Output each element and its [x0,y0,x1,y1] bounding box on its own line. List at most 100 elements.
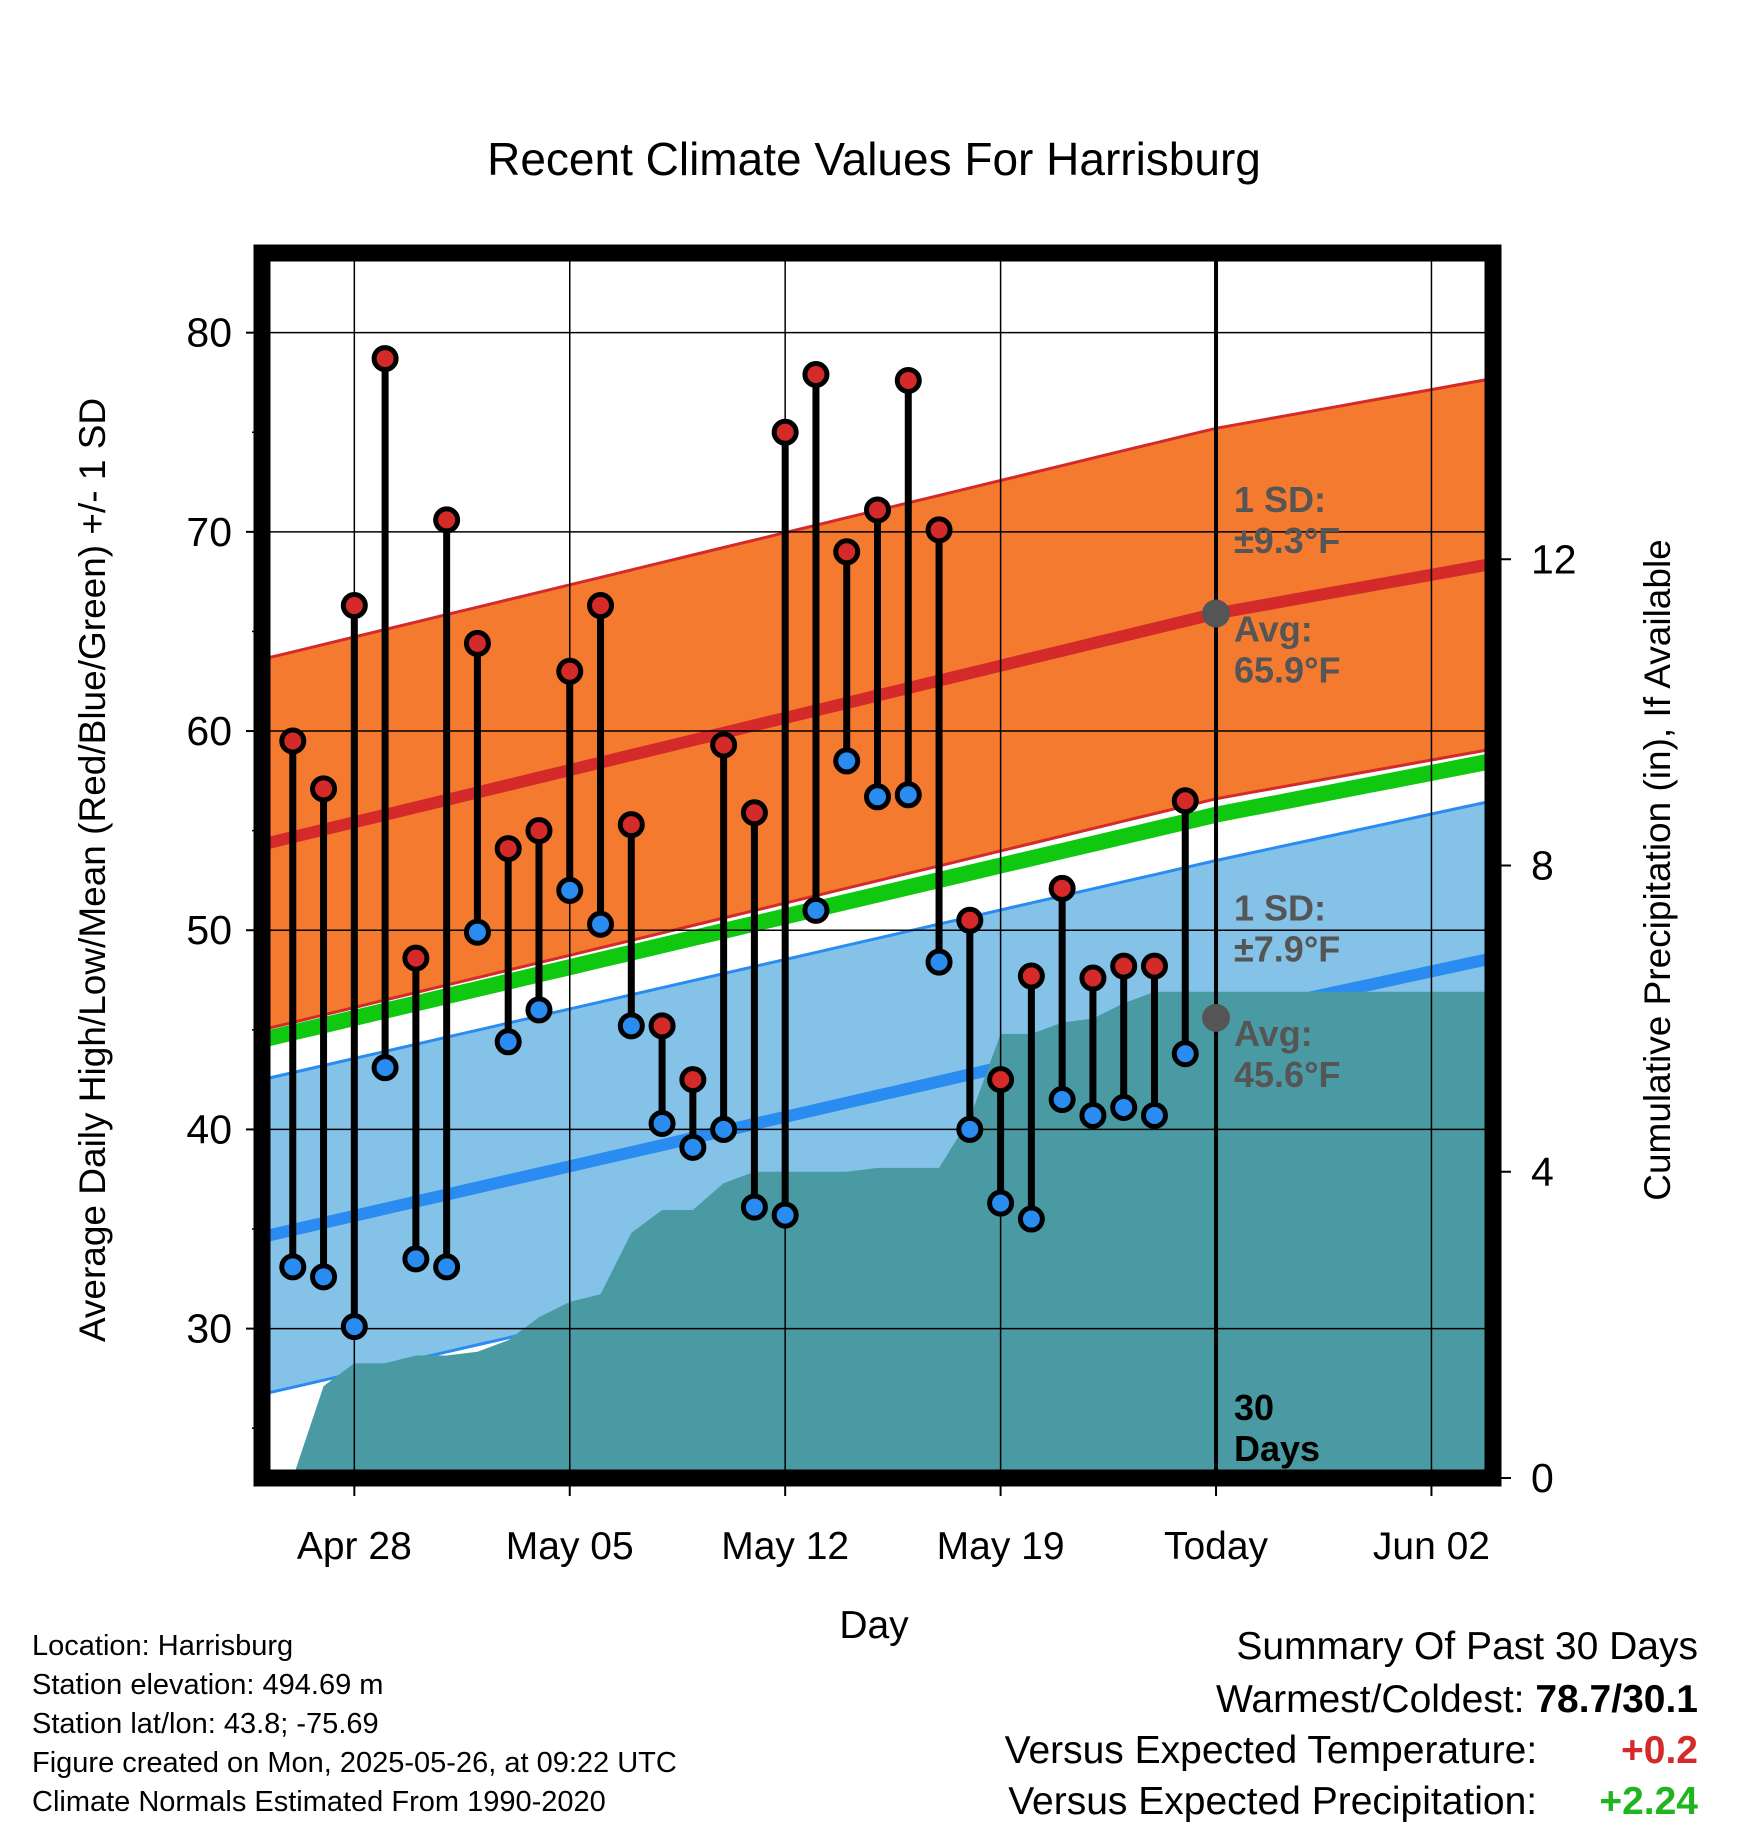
y-tick-label: 60 [186,708,232,754]
low-sd-annotation: 1 SD: [1234,887,1326,928]
high-point [1017,962,1045,990]
today-low-avg-marker [1202,1003,1231,1032]
low-point [617,1012,645,1040]
high-point [556,657,584,685]
precip-value: +2.24 [1599,1780,1698,1823]
low-point [1110,1094,1138,1122]
low-avg-annotation: Avg: [1234,1013,1313,1054]
low-point [802,896,830,924]
info-location: Location: Harrisburg [32,1630,294,1662]
low-point [648,1109,676,1137]
high-point [587,592,615,620]
high-point [740,799,768,827]
y2-axis-label: Cumulative Precipitation (in), If Availa… [1637,539,1678,1201]
low-point [1048,1086,1076,1114]
low-point [1140,1101,1168,1129]
low-point [556,876,584,904]
high-point [494,835,522,863]
info-normals: Climate Normals Estimated From 1990-2020 [32,1786,606,1818]
high-point [710,731,738,759]
temp-label: Versus Expected Temperature: [1004,1729,1538,1772]
precip-label: Versus Expected Precipitation: [1008,1780,1538,1823]
high-point [833,538,861,566]
high-point [925,516,953,544]
x-tick-label: Jun 02 [1373,1525,1490,1568]
high-avg-annotation: Avg: [1234,608,1313,649]
y2-tick-label: 12 [1531,536,1577,582]
high-point [802,361,830,389]
low-point [1079,1101,1107,1129]
low-point [679,1133,707,1161]
summary-temp: Versus Expected Temperature: +0.2 [1005,1729,1698,1773]
y2-tick-label: 0 [1531,1455,1554,1501]
y-tick-label: 80 [186,310,232,356]
chart-title: Recent Climate Values For Harrisburg [487,133,1261,185]
temp-value: +0.2 [1621,1729,1698,1772]
high-point [1171,787,1199,815]
mean-avg-line [262,753,1493,1048]
high-point [771,418,799,446]
low-point [771,1201,799,1229]
y2-tick-label: 8 [1531,843,1554,889]
low-point [587,910,615,938]
high-point [1110,952,1138,980]
low-point [956,1115,984,1143]
x-tick-label: Today [1164,1525,1269,1568]
info-latlon: Station lat/lon: 43.8; -75.69 [32,1708,379,1740]
y-tick-label: 70 [186,509,232,555]
low-point [279,1253,307,1281]
x-tick-label: May 12 [721,1525,849,1568]
high-point [987,1066,1015,1094]
high-sd-lower-line [262,747,1493,1032]
high-point [679,1066,707,1094]
y-axis-label: Average Daily High/Low/Mean (Red/Blue/Gr… [72,398,113,1342]
warmest-value: 78.7/30.1 [1535,1678,1698,1721]
days-annotation: Days [1234,1428,1320,1469]
low-point [371,1054,399,1082]
low-point [710,1115,738,1143]
low-point [402,1245,430,1273]
info-created: Figure created on Mon, 2025-05-26, at 09… [32,1747,677,1779]
low-point [433,1253,461,1281]
high-point [1079,964,1107,992]
low-point [463,918,491,946]
days-annotation: 30 [1234,1387,1274,1428]
high-point [310,775,338,803]
info-elevation: Station elevation: 494.69 m [32,1669,384,1701]
low-avg-annotation: 45.6°F [1234,1054,1340,1095]
x-tick-label: Apr 28 [297,1525,412,1568]
high-point [648,1012,676,1040]
y-tick-label: 50 [186,907,232,953]
high-point [1140,952,1168,980]
y-tick-label: 30 [186,1306,232,1352]
high-point [956,906,984,934]
high-point [279,727,307,755]
high-point [371,345,399,373]
low-point [894,781,922,809]
high-sd-annotation: ±9.3°F [1234,520,1340,561]
y2-tick-label: 4 [1531,1149,1554,1195]
high-point [894,366,922,394]
summary-precip: Versus Expected Precipitation: +2.24 [1008,1780,1698,1824]
low-point [494,1028,522,1056]
low-point [1017,1205,1045,1233]
high-point [864,496,891,524]
summary-heading: Summary Of Past 30 Days [1236,1625,1698,1668]
low-point [740,1193,768,1221]
low-sd-annotation: ±7.9°F [1234,928,1340,969]
high-point [463,629,491,657]
low-point [525,996,553,1024]
y-tick-label: 40 [186,1106,232,1152]
low-point [833,747,861,775]
high-point [402,944,430,972]
low-point [310,1263,338,1291]
low-point [340,1313,368,1341]
x-axis-label: Day [839,1604,909,1647]
summary-warmest: Warmest/Coldest: 78.7/30.1 [1216,1678,1698,1722]
high-avg-annotation: 65.9°F [1234,649,1340,690]
low-point [925,948,953,976]
low-point [1171,1040,1199,1068]
today-high-avg-marker [1202,599,1231,628]
x-tick-label: May 05 [506,1525,634,1568]
